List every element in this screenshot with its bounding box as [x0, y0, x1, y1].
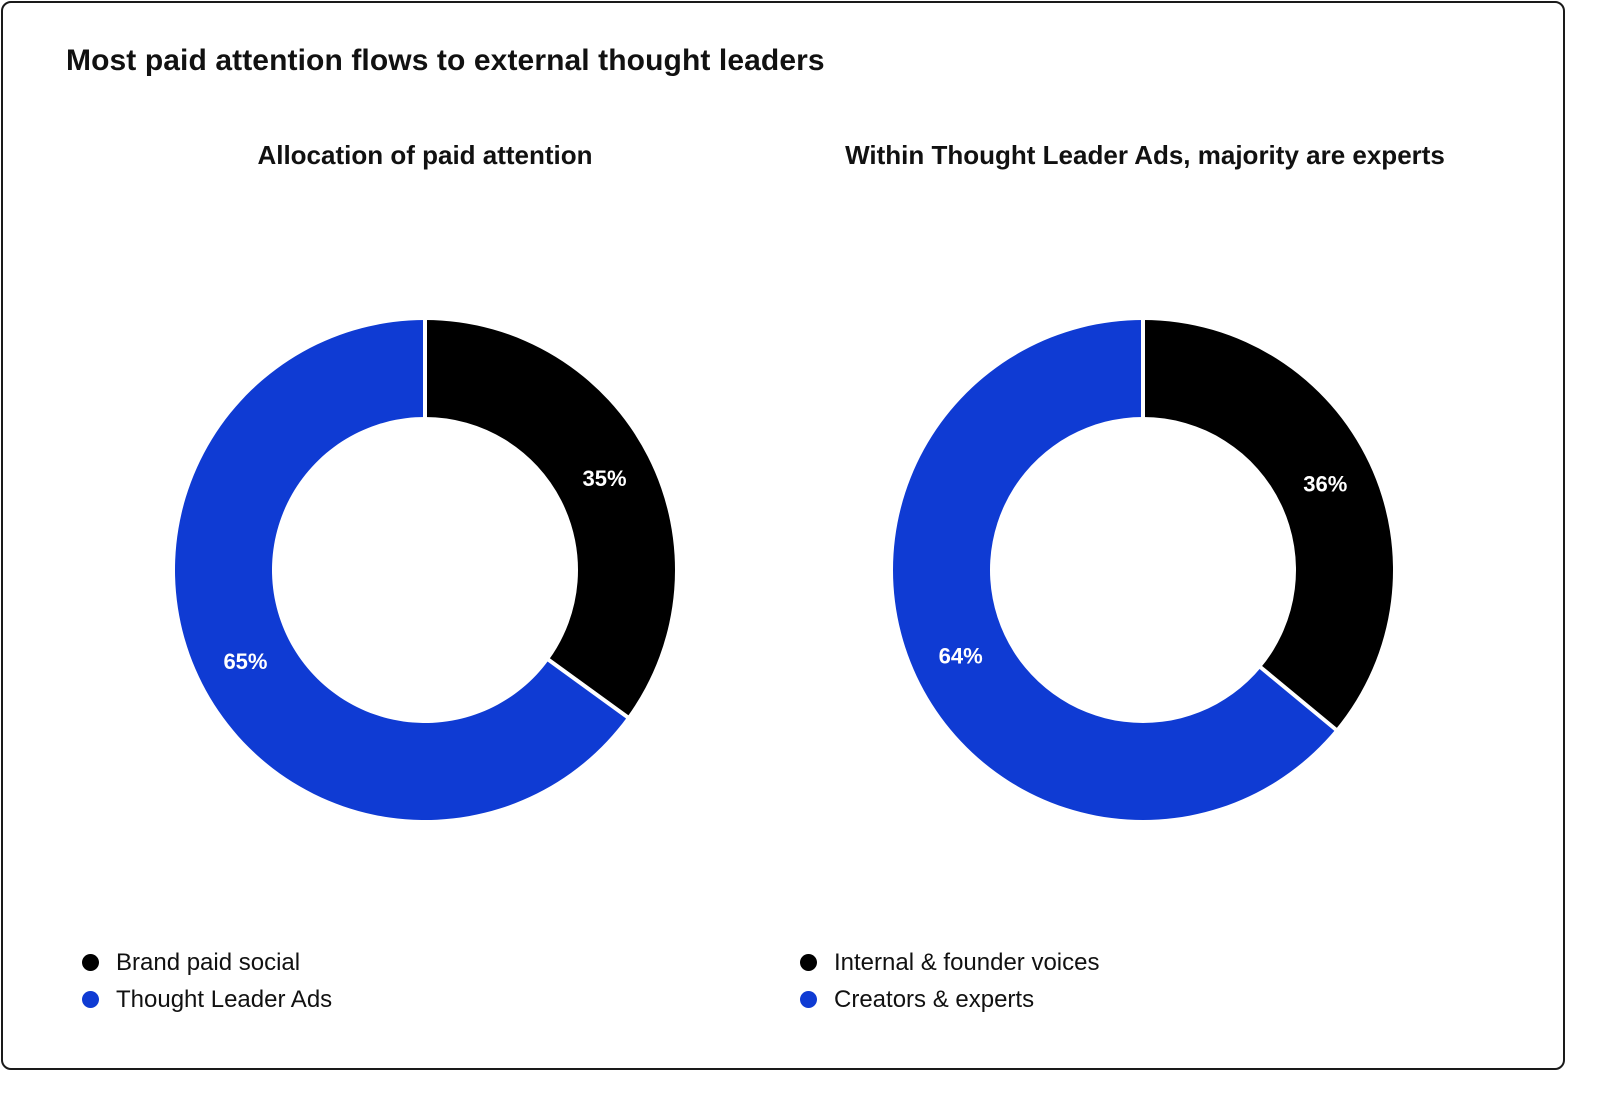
chart-title-allocation: Allocation of paid attention — [257, 140, 593, 170]
donut-chart-allocation: 35% 65% — [175, 319, 675, 820]
slice-separator — [546, 657, 630, 720]
slice-separator — [1258, 665, 1338, 732]
donut-slice-brand-paid-social — [425, 320, 675, 717]
legend-swatch-blue — [82, 991, 99, 1008]
legend-label: Thought Leader Ads — [116, 985, 333, 1013]
legend-swatch-black — [82, 954, 99, 971]
legend-item-brand-paid-social: Brand paid social — [82, 944, 332, 981]
donut-slice-creators-and-experts — [893, 320, 1336, 820]
legend-label: Brand paid social — [116, 948, 301, 976]
legend-thought-leader-ads: Internal & founder voices Creators & exp… — [800, 944, 1100, 1018]
data-label-creators-and-experts: 64% — [939, 643, 983, 668]
donut-slice-thought-leader-ads — [175, 320, 628, 820]
page-title: Most paid attention flows to external th… — [66, 44, 825, 77]
legend-label: Internal & founder voices — [834, 948, 1100, 976]
legend-item-creators-experts: Creators & experts — [800, 981, 1100, 1018]
data-label-internal-and-founder-voices: 36% — [1303, 472, 1347, 497]
legend-allocation: Brand paid social Thought Leader Ads — [82, 944, 332, 1018]
data-label-brand-paid-social: 35% — [583, 466, 627, 491]
legend-item-thought-leader-ads: Thought Leader Ads — [82, 981, 332, 1018]
legend-label: Creators & experts — [834, 985, 1035, 1013]
donut-chart-thought-leader-ads: 36% 64% — [893, 319, 1393, 820]
chart-title-thought-leader-ads: Within Thought Leader Ads, majority are … — [845, 140, 1445, 170]
donut-slice-internal-and-founder-voices — [1143, 320, 1393, 730]
legend-swatch-blue — [800, 991, 817, 1008]
legend-swatch-black — [800, 954, 817, 971]
data-label-thought-leader-ads: 65% — [223, 649, 267, 674]
legend-item-internal-founder-voices: Internal & founder voices — [800, 944, 1100, 981]
